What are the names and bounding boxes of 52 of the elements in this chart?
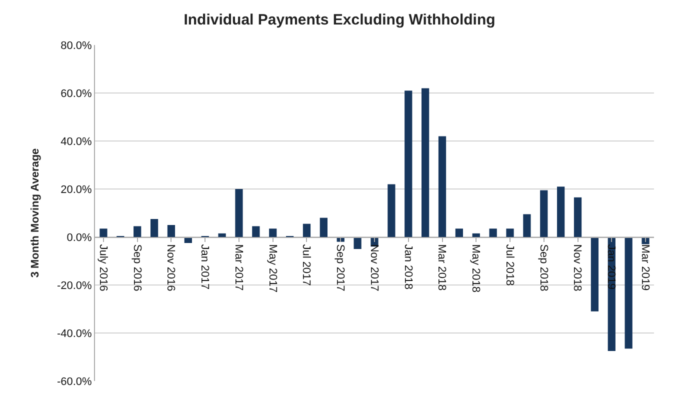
bar bbox=[574, 197, 582, 237]
y-tick-label: 20.0% bbox=[60, 184, 92, 196]
bar bbox=[557, 186, 565, 237]
x-tick-label: Mar 2017 bbox=[232, 244, 244, 291]
bar bbox=[540, 190, 548, 237]
bar bbox=[252, 226, 260, 237]
bar bbox=[472, 233, 480, 237]
x-tick-label: Jan 2018 bbox=[402, 244, 414, 290]
bar bbox=[624, 237, 632, 349]
bar bbox=[150, 219, 158, 237]
x-tick-label: Mar 2018 bbox=[436, 244, 448, 291]
bar bbox=[523, 214, 531, 237]
bar bbox=[404, 90, 412, 237]
y-tick-label: -40.0% bbox=[56, 328, 92, 340]
bar bbox=[455, 228, 464, 237]
x-tick-label: Sep 2016 bbox=[130, 244, 143, 292]
bar bbox=[235, 189, 243, 237]
y-tick-label: 0.0% bbox=[66, 232, 92, 244]
x-tick-label: Sep 2017 bbox=[334, 244, 346, 292]
x-tick-label: Jan 2017 bbox=[198, 244, 211, 290]
x-tick-label: Nov 2018 bbox=[571, 244, 584, 292]
x-tick-label: Jul 2017 bbox=[300, 244, 312, 286]
bar bbox=[218, 233, 226, 237]
x-tick-label: Nov 2016 bbox=[164, 244, 177, 292]
x-tick-label: Sep 2018 bbox=[537, 244, 550, 292]
bar bbox=[388, 184, 396, 237]
bar bbox=[489, 228, 497, 237]
bar bbox=[320, 218, 328, 237]
y-tick-label: -60.0% bbox=[56, 376, 92, 388]
y-axis-title: 3 Month Moving Average bbox=[30, 148, 42, 278]
bar bbox=[134, 226, 142, 237]
bar bbox=[269, 228, 277, 237]
x-tick-label: Mar 2019 bbox=[638, 244, 651, 291]
x-tick-label: Jul 2018 bbox=[503, 244, 516, 286]
x-tick-label: May 2018 bbox=[470, 244, 482, 293]
bar bbox=[100, 228, 108, 237]
bar bbox=[167, 225, 176, 237]
x-tick-label: July 2016 bbox=[96, 244, 109, 292]
y-tick-label: 60.0% bbox=[60, 88, 92, 100]
chart-title: Individual Payments Excluding Withholding bbox=[184, 12, 496, 28]
bar bbox=[438, 136, 446, 237]
bar bbox=[506, 228, 514, 237]
x-tick-label: Nov 2017 bbox=[368, 244, 380, 292]
y-tick-label: 80.0% bbox=[60, 40, 92, 52]
bar bbox=[422, 88, 430, 237]
y-tick-label: -20.0% bbox=[56, 280, 92, 292]
y-tick-label: 40.0% bbox=[60, 136, 92, 148]
bar bbox=[354, 237, 362, 249]
bar bbox=[590, 237, 599, 312]
x-tick-label: Jan 2019 bbox=[605, 244, 618, 290]
x-tick-label: May 2017 bbox=[266, 244, 278, 293]
bar bbox=[302, 224, 311, 237]
